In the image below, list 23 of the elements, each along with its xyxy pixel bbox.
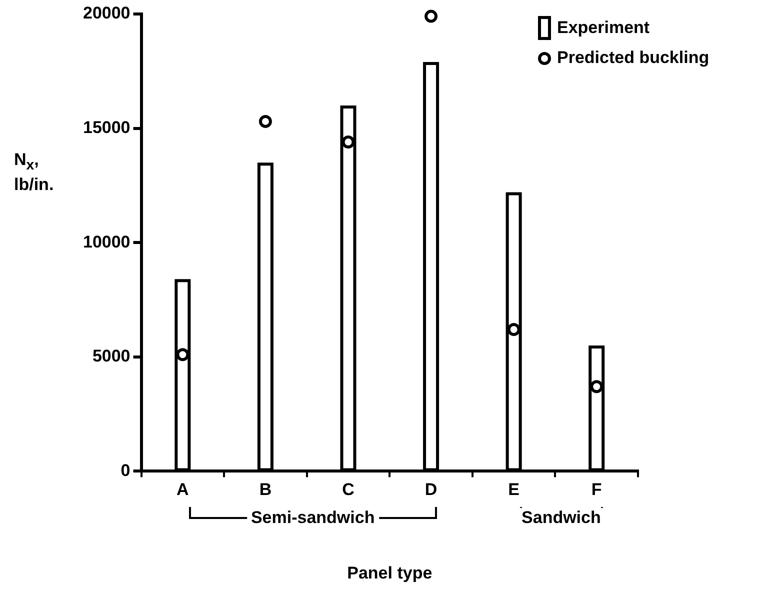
y-tick-label: 15000 (82, 118, 130, 137)
y-tick-label: 0 (120, 460, 130, 480)
legend-label: Experiment (557, 18, 650, 38)
y-tick-label: 5000 (92, 346, 130, 366)
x-tick-label: D (424, 480, 438, 500)
legend-label: Predicted buckling (557, 48, 710, 68)
x-axis-title: Panel type (347, 563, 432, 582)
point (258, 114, 272, 128)
text: Sandwich (518, 508, 605, 528)
point (507, 322, 520, 336)
point (424, 10, 438, 23)
x-tick-label: E (508, 480, 520, 500)
text: Semi-sandwich (246, 508, 379, 528)
y-tick-label: 20000 (82, 4, 130, 23)
point (342, 136, 355, 149)
x-tick-label: F (591, 480, 602, 500)
x-tick-label: C (342, 480, 354, 500)
point (176, 348, 190, 362)
point (590, 380, 604, 394)
y-tick-label: 10000 (82, 232, 130, 252)
y-axis-title: N$_{x}$, lb/in. (14, 150, 55, 196)
x-tick-label: B (259, 480, 272, 500)
x-tick-label: A (176, 480, 189, 500)
